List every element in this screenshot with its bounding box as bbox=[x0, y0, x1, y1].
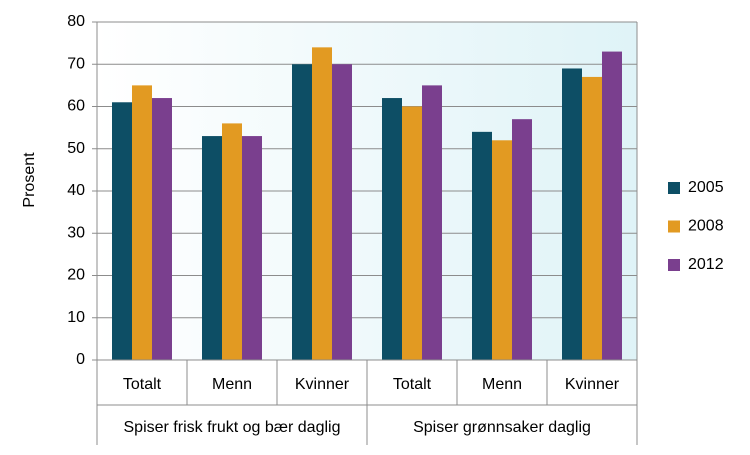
bar bbox=[602, 51, 622, 360]
x-tick-label: Menn bbox=[212, 376, 252, 393]
legend-swatch bbox=[668, 259, 680, 271]
y-tick-label: 60 bbox=[67, 98, 85, 115]
bar bbox=[202, 136, 222, 360]
legend-label: 2012 bbox=[688, 256, 724, 273]
bar bbox=[562, 68, 582, 360]
bar bbox=[492, 140, 512, 360]
group-label: Spiser grønnsaker daglig bbox=[413, 419, 591, 436]
y-tick-label: 0 bbox=[76, 351, 85, 368]
bar bbox=[132, 85, 152, 360]
group-label: Spiser frisk frukt og bær daglig bbox=[124, 419, 341, 436]
y-tick-label: 20 bbox=[67, 267, 85, 284]
y-tick-label: 80 bbox=[67, 13, 85, 30]
bar bbox=[422, 85, 442, 360]
y-tick-label: 10 bbox=[67, 309, 85, 326]
bar bbox=[332, 64, 352, 360]
bar bbox=[312, 47, 332, 360]
x-tick-label: Kvinner bbox=[565, 376, 620, 393]
legend-label: 2005 bbox=[688, 179, 724, 196]
x-tick-label: Totalt bbox=[123, 376, 162, 393]
x-tick-label: Totalt bbox=[393, 376, 432, 393]
bar bbox=[112, 102, 132, 361]
bar bbox=[242, 136, 262, 360]
bar bbox=[152, 98, 172, 361]
y-tick-label: 30 bbox=[67, 224, 85, 241]
x-tick-label: Kvinner bbox=[295, 376, 350, 393]
y-axis-label: Prosent bbox=[21, 152, 38, 208]
bar bbox=[582, 76, 602, 361]
bar bbox=[512, 119, 532, 360]
legend-label: 2008 bbox=[688, 218, 724, 235]
legend-swatch bbox=[668, 182, 680, 194]
x-tick-label: Menn bbox=[482, 376, 522, 393]
bar bbox=[222, 123, 242, 361]
y-tick-label: 50 bbox=[67, 140, 85, 157]
y-tick-label: 40 bbox=[67, 182, 85, 199]
bar bbox=[402, 106, 422, 360]
bar bbox=[292, 64, 312, 360]
legend-swatch bbox=[668, 220, 680, 233]
y-tick-label: 70 bbox=[67, 55, 85, 72]
bar bbox=[382, 98, 402, 361]
bar bbox=[472, 131, 492, 360]
